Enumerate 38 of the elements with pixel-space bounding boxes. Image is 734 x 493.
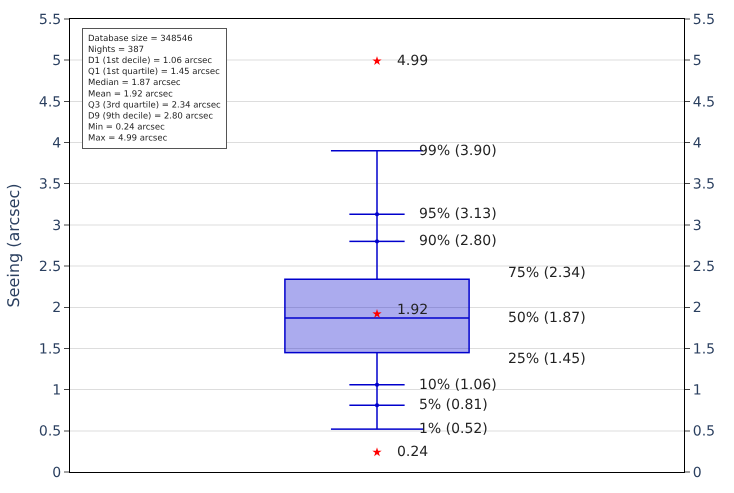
y2-tick-label: 3.5 (692, 176, 716, 193)
annotation: 99% (3.90) (419, 143, 497, 159)
annotation: 1.92 (397, 302, 428, 318)
annotation: 4.99 (397, 53, 428, 69)
y-tick-label: 5.5 (38, 12, 62, 28)
y2-tick-label: 1.5 (692, 341, 716, 358)
y-axis-title: Seeing (arcsec) (4, 184, 23, 308)
annotation: 75% (2.34) (508, 265, 586, 281)
y-tick-label: 4 (52, 135, 62, 152)
y2-tick-label: 5.5 (692, 12, 716, 28)
y2-tick-label: 0 (692, 464, 702, 481)
y-tick-label: 2 (52, 300, 62, 316)
y-tick-label: 1 (52, 382, 62, 399)
text: Database size = 348546 Nights = 387 D1 (1st decile) = 1.06 arcsec Q1 (1st quartile) = 1.45 arcsec Median = 1.87 arcsec Mean = 1.92 arcsec Q3 (3rd quartile) = 2.34 arcsec D9 (9th decile) = 2.80 arcsec Min = 0.24 arcsec Max = 4.99 arcsec (88, 34, 221, 144)
annotation: 25% (1.45) (508, 351, 586, 367)
annotation: 10% (1.06) (419, 377, 497, 393)
y2-tick-label: 1 (692, 382, 702, 399)
annotation: 90% (2.80) (419, 233, 497, 249)
y-tick-label: 1.5 (38, 341, 62, 358)
y-tick-label: 0.5 (38, 424, 62, 440)
y2-tick-label: 4 (692, 135, 702, 152)
annotation: 0.24 (397, 444, 428, 460)
y2-tick-label: 3 (692, 218, 702, 234)
annotation: 50% (1.87) (508, 310, 586, 326)
y-tick-label: 0 (52, 464, 62, 481)
y-tick-label: 3 (52, 218, 62, 234)
annotation: 1% (0.52) (419, 421, 488, 437)
y-tick-label: 4.5 (38, 94, 62, 110)
y-tick-label: 3.5 (38, 176, 62, 193)
y-tick-label: 5 (52, 53, 62, 70)
y2-tick-label: 0.5 (692, 424, 716, 440)
annotation: 95% (3.13) (419, 206, 497, 222)
y2-tick-label: 2 (692, 300, 702, 316)
y2-tick-label: 2.5 (692, 258, 716, 275)
y2-tick-label: 5 (692, 53, 702, 70)
y2-tick-label: 4.5 (692, 94, 716, 110)
annotation: 5% (0.81) (419, 397, 488, 413)
y-tick-label: 2.5 (38, 258, 62, 275)
